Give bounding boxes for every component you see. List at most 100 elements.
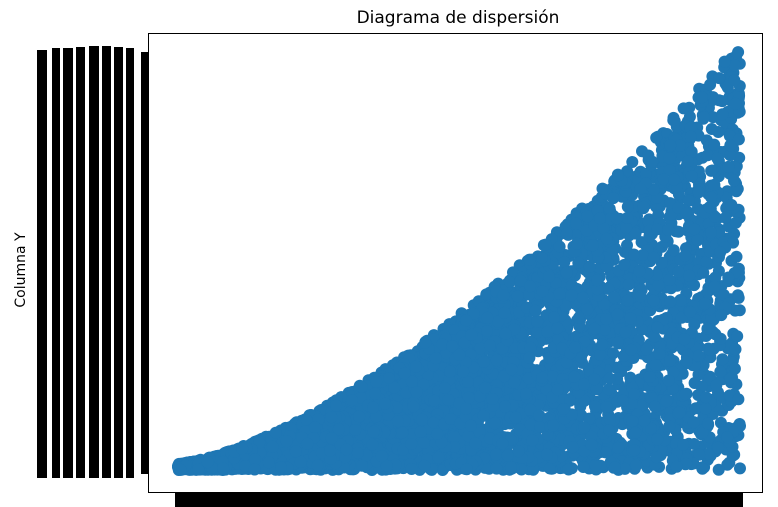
scatter-point (620, 221, 633, 234)
scatter-point (616, 394, 629, 407)
scatter-point (546, 370, 559, 383)
scatter-point (648, 400, 661, 413)
scatter-point (712, 463, 725, 476)
scatter-point (280, 435, 293, 448)
scatter-point (526, 434, 539, 447)
scatter-point (560, 227, 573, 240)
y-tick-label-block-9 (141, 52, 149, 474)
scatter-point (523, 253, 536, 266)
scatter-point (174, 463, 187, 476)
scatter-point (578, 394, 591, 407)
scatter-point (392, 415, 404, 428)
scatter-point (461, 376, 474, 388)
scatter-point (524, 341, 537, 354)
scatter-point (330, 399, 343, 412)
scatter-point (723, 130, 736, 142)
scatter-point (460, 402, 472, 415)
scatter-point (670, 460, 683, 473)
scatter-point (294, 455, 307, 468)
scatter-point (262, 456, 275, 469)
scatter-point (636, 249, 649, 261)
scatter-point (638, 414, 651, 427)
scatter-point (598, 323, 611, 336)
scatter-point (608, 291, 621, 304)
scatter-point (551, 322, 564, 335)
scatter-point (367, 401, 379, 414)
scatter-point (511, 290, 524, 303)
scatter-point (619, 326, 632, 339)
scatter-point (349, 424, 362, 436)
scatter-point (464, 419, 477, 432)
scatter-point (460, 314, 473, 327)
y-tick-label-block-2 (52, 48, 60, 478)
scatter-point (583, 412, 596, 425)
scatter-point (388, 381, 401, 394)
scatter-point (346, 394, 358, 407)
scatter-point (719, 211, 732, 224)
scatter-point (732, 46, 745, 59)
y-tick-label-block-3 (63, 48, 73, 478)
scatter-point (269, 426, 282, 439)
scatter-point (490, 462, 503, 475)
scatter-point (624, 312, 637, 325)
scatter-point (533, 409, 546, 422)
scatter-point (239, 460, 252, 472)
scatter-point (685, 145, 698, 158)
scatter-point (618, 462, 631, 475)
scatter-point (607, 347, 620, 360)
scatter-point (599, 446, 612, 459)
scatter-point (490, 354, 503, 367)
scatter-point (356, 459, 368, 472)
scatter-point (725, 198, 738, 211)
scatter-point (688, 438, 701, 450)
scatter-point (621, 200, 634, 213)
scatter-point (726, 449, 739, 462)
scatter-point (602, 282, 615, 295)
scatter-point (477, 409, 490, 422)
scatter-point (662, 223, 675, 236)
scatter-point (311, 459, 324, 472)
scatter-point (503, 275, 516, 288)
scatter-point (509, 411, 522, 424)
scatter-point (705, 123, 718, 135)
scatter-point (505, 363, 518, 376)
scatter-point (684, 121, 697, 134)
scatter-point (289, 445, 302, 458)
scatter-point (639, 168, 652, 180)
scatter-point (708, 178, 721, 191)
scatter-point (560, 266, 573, 279)
scatter-point (553, 240, 566, 253)
scatter-point (664, 139, 677, 152)
scatter-point (724, 149, 736, 162)
scatter-point (680, 355, 693, 368)
scatter-point (660, 395, 673, 408)
scatter-point (729, 343, 742, 356)
scatter-point (524, 418, 537, 431)
scatter-point (730, 250, 743, 263)
scatter-point (559, 300, 572, 312)
scatter-point (465, 328, 478, 341)
scatter-point (507, 266, 519, 279)
scatter-point (682, 194, 695, 207)
scatter-point (572, 256, 585, 269)
scatter-point (501, 449, 514, 462)
scatter-point (650, 131, 663, 144)
scatter-point (594, 348, 607, 361)
scatter-point (626, 156, 639, 168)
scatter-point (705, 226, 717, 239)
scatter-point (667, 114, 680, 127)
scatter-point (249, 453, 261, 466)
scatter-point (248, 463, 261, 476)
scatter-point (699, 391, 712, 404)
scatter-point (523, 351, 536, 364)
scatter-point (650, 268, 663, 281)
scatter-point (711, 152, 724, 165)
scatter-point (629, 426, 642, 439)
scatter-point (663, 164, 676, 177)
scatter-point (647, 294, 660, 307)
scatter-point (505, 461, 517, 474)
scatter-point (664, 295, 677, 308)
y-tick-label-block-4 (76, 47, 85, 478)
scatter-point (724, 139, 737, 152)
